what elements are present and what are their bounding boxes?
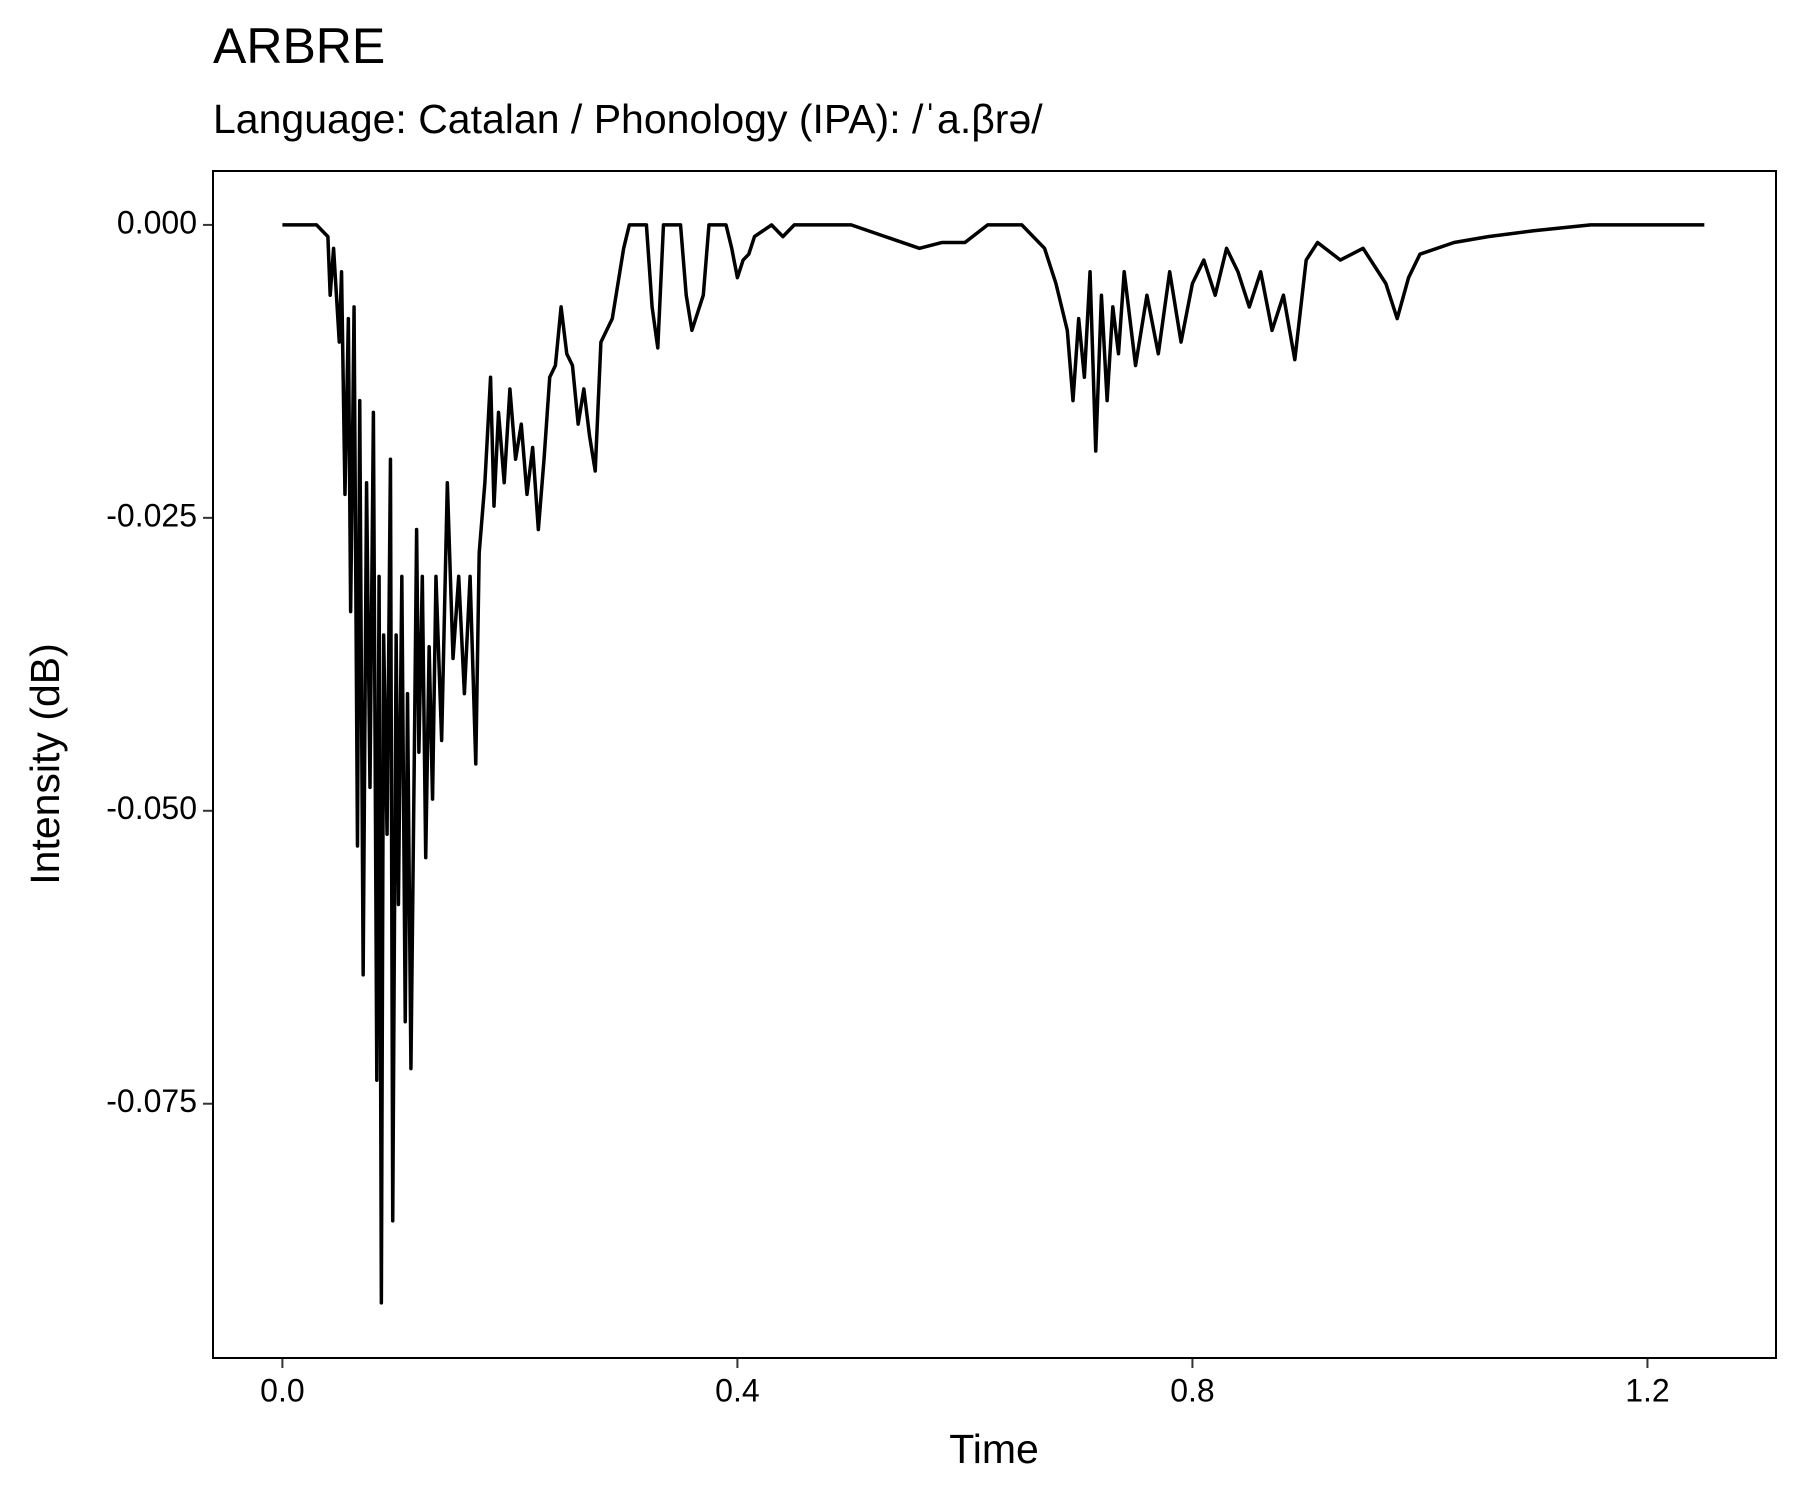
y-tick-label: -0.050 bbox=[106, 790, 197, 826]
y-tick-label: 0.000 bbox=[117, 204, 197, 240]
x-tick-label: 0.8 bbox=[1170, 1372, 1214, 1408]
x-tick-label: 1.2 bbox=[1625, 1372, 1669, 1408]
x-tick-label: 0.4 bbox=[715, 1372, 759, 1408]
data-line bbox=[282, 223, 1705, 1305]
x-axis-title: Time bbox=[949, 1426, 1039, 1472]
plot-border bbox=[212, 170, 1777, 1359]
x-tick-label: 0.0 bbox=[260, 1372, 304, 1408]
y-tick-label: -0.025 bbox=[106, 497, 197, 533]
y-axis-title: Intensity (dB) bbox=[22, 643, 68, 885]
y-tick-label: -0.075 bbox=[106, 1083, 197, 1119]
chart-title: ARBRE bbox=[213, 18, 385, 74]
chart-subtitle: Language: Catalan / Phonology (IPA): /ˈa… bbox=[213, 96, 1043, 142]
